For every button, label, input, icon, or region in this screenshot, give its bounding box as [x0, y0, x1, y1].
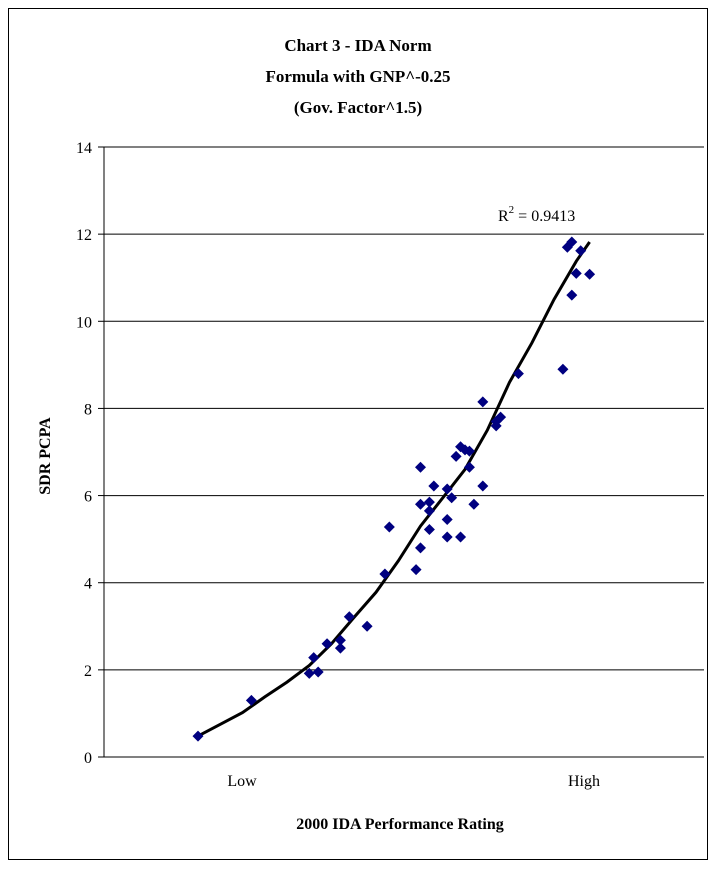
- data-point: [450, 450, 462, 462]
- y-tick-label: 10: [76, 314, 92, 331]
- data-point: [441, 483, 453, 495]
- data-point: [343, 611, 355, 623]
- data-point: [192, 730, 204, 742]
- chart-frame: [8, 8, 708, 860]
- chart-title-line-2: Formula with GNP^-0.25: [265, 67, 451, 86]
- x-tick-label: Low: [227, 773, 257, 790]
- data-point: [570, 267, 582, 279]
- data-point: [383, 521, 395, 533]
- y-tick-label: 0: [84, 750, 92, 767]
- y-axis-label: SDR PCPA: [37, 417, 54, 495]
- data-point: [410, 564, 422, 576]
- data-point: [512, 368, 524, 380]
- data-point: [477, 396, 489, 408]
- x-tick-labels: Low High: [227, 773, 600, 790]
- r-squared-symbol: R: [498, 208, 509, 225]
- data-point: [441, 514, 453, 526]
- trendline: [197, 241, 591, 738]
- data-point: [455, 531, 467, 543]
- data-point: [423, 496, 435, 508]
- data-point: [566, 289, 578, 301]
- data-point: [415, 461, 426, 473]
- data-point: [321, 638, 333, 650]
- y-tick-label: 2: [84, 663, 92, 680]
- data-point: [446, 492, 458, 504]
- data-point: [463, 445, 475, 457]
- data-point: [441, 531, 453, 543]
- r-squared-exponent: 2: [509, 204, 515, 216]
- data-point: [245, 694, 257, 706]
- data-point: [415, 498, 426, 510]
- data-point: [428, 480, 440, 492]
- data-point: [423, 505, 435, 517]
- chart-title-line-3: (Gov. Factor^1.5): [293, 98, 423, 117]
- data-point: [463, 461, 475, 473]
- data-point: [495, 411, 507, 423]
- y-tick-label: 4: [84, 576, 92, 593]
- r-squared-value: = 0.9413: [514, 208, 575, 225]
- data-point: [415, 542, 426, 554]
- data-point: [334, 634, 346, 646]
- data-point: [308, 652, 320, 664]
- data-point: [379, 568, 391, 580]
- y-tick-label: 14: [76, 140, 92, 157]
- r-squared-label: R2 = 0.9413: [498, 204, 575, 225]
- data-point: [468, 498, 480, 510]
- data-point: [361, 620, 373, 632]
- data-point: [477, 480, 489, 492]
- y-tick-label: 12: [76, 227, 92, 244]
- data-point: [334, 642, 346, 654]
- y-tick-label: 8: [84, 401, 92, 418]
- x-axis-label: 2000 IDA Performance Rating: [296, 816, 504, 833]
- data-point: [575, 245, 587, 257]
- y-tick-label: 6: [84, 489, 92, 506]
- axes: [98, 146, 704, 758]
- y-tick-labels: 0 2 4 6 8 10 12 14: [76, 140, 92, 767]
- data-point: [423, 524, 435, 536]
- data-point: [566, 236, 578, 248]
- data-points: [192, 236, 596, 742]
- gridlines: [104, 146, 704, 671]
- chart-title-line-1: Chart 3 - IDA Norm: [284, 36, 432, 55]
- x-tick-label: High: [568, 773, 600, 790]
- data-point: [557, 363, 569, 375]
- data-point: [584, 268, 596, 280]
- data-point: [303, 667, 315, 679]
- data-point: [312, 666, 324, 678]
